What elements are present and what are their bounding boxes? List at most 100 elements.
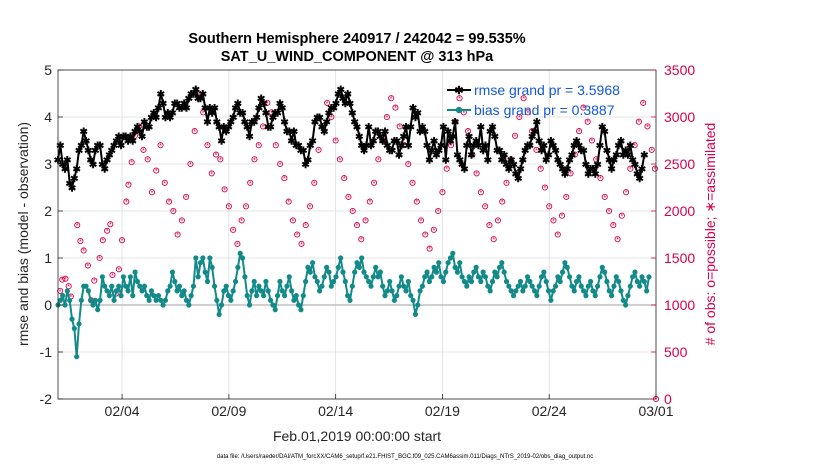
bias-point bbox=[169, 269, 176, 275]
obs-assimilated-point: * bbox=[193, 129, 196, 136]
rmse-point: ✱ bbox=[313, 113, 322, 124]
obs-possible-point bbox=[550, 217, 557, 224]
rmse-point: ✱ bbox=[259, 99, 268, 110]
bias-point bbox=[57, 297, 63, 303]
rmse-point: ✱ bbox=[89, 160, 98, 171]
obs-possible-point bbox=[623, 189, 630, 196]
obs-assimilated-point: * bbox=[424, 233, 427, 240]
obs-assimilated-point: * bbox=[236, 242, 239, 249]
plot-frame bbox=[57, 69, 657, 400]
rmse-point: ✱ bbox=[498, 155, 507, 166]
rmse-point: ✱ bbox=[535, 137, 544, 148]
obs-assimilated-point: * bbox=[655, 397, 658, 404]
rmse-point: ✱ bbox=[308, 137, 317, 148]
bias-point bbox=[480, 269, 486, 275]
obs-assimilated-point: * bbox=[578, 129, 581, 136]
obs-assimilated-point: * bbox=[535, 148, 538, 155]
rmse-point: ✱ bbox=[568, 151, 577, 162]
rmse-point: ✱ bbox=[547, 137, 556, 148]
chart-title: Southern Hemisphere 240917 / 242042 = 99… bbox=[188, 31, 525, 47]
rmse-point: ✱ bbox=[341, 99, 350, 110]
bias-point bbox=[475, 274, 482, 280]
rmse-point: ✱ bbox=[325, 108, 334, 119]
obs-possible-point bbox=[651, 165, 658, 172]
rmse-point: ✱ bbox=[381, 127, 390, 138]
bias-point bbox=[361, 269, 367, 275]
rmse-point: ✱ bbox=[554, 155, 563, 166]
bias-point bbox=[606, 288, 612, 294]
obs-possible-point bbox=[366, 198, 373, 205]
bias-point bbox=[120, 274, 127, 280]
rmse-point: ✱ bbox=[467, 151, 476, 162]
bias-point bbox=[452, 264, 458, 270]
rmse-point: ✱ bbox=[551, 146, 560, 157]
bias-point bbox=[573, 278, 580, 285]
rmse-point: ✱ bbox=[542, 155, 551, 166]
rmse-point: ✱ bbox=[470, 141, 479, 152]
rmse-point: ✱ bbox=[157, 90, 166, 101]
bias-point bbox=[499, 260, 505, 266]
obs-assimilated-point: * bbox=[67, 284, 70, 291]
rmse-point: ✱ bbox=[603, 146, 612, 157]
bias-point bbox=[611, 283, 617, 289]
obs-possible-point bbox=[558, 212, 566, 219]
bias-point bbox=[134, 278, 141, 285]
rmse-point: ✱ bbox=[607, 165, 616, 176]
bias-point bbox=[69, 316, 75, 322]
rmse-point: ✱ bbox=[458, 160, 467, 171]
bias-point bbox=[644, 288, 650, 294]
bias-point bbox=[90, 302, 96, 308]
bias-point bbox=[253, 293, 260, 299]
obs-possible-point bbox=[264, 99, 271, 106]
bias-point bbox=[109, 283, 115, 289]
bias-point bbox=[155, 293, 162, 299]
bias-point bbox=[67, 297, 73, 303]
rmse-point: ✱ bbox=[619, 151, 628, 162]
bias-point bbox=[380, 283, 386, 289]
obs-possible-point bbox=[541, 184, 548, 191]
bias-point bbox=[195, 274, 201, 280]
rmse-point: ✱ bbox=[444, 127, 453, 138]
bias-point bbox=[382, 293, 388, 299]
rmse-point: ✱ bbox=[488, 122, 497, 133]
obs-possible-point bbox=[91, 277, 98, 284]
bias-point bbox=[536, 283, 542, 289]
rmse-point: ✱ bbox=[65, 179, 74, 190]
rmse-point: ✱ bbox=[306, 141, 315, 152]
x-tick-label: 03/01 bbox=[638, 403, 673, 419]
rmse-point: ✱ bbox=[255, 104, 264, 115]
rmse-point: ✱ bbox=[376, 132, 385, 143]
bias-point bbox=[258, 288, 264, 294]
bias-point bbox=[305, 264, 311, 270]
bias-point bbox=[111, 297, 117, 303]
rmse-point: ✱ bbox=[229, 113, 238, 124]
bias-point bbox=[307, 269, 313, 275]
obs-assimilated-point: * bbox=[198, 92, 201, 99]
bias-point bbox=[595, 283, 601, 289]
rmse-point: ✱ bbox=[638, 165, 647, 176]
obs-assimilated-point: * bbox=[287, 200, 290, 207]
bias-point bbox=[162, 297, 169, 303]
rmse-point: ✱ bbox=[579, 146, 588, 157]
rmse-point: ✱ bbox=[334, 90, 343, 101]
obs-possible-point bbox=[490, 236, 497, 243]
rmse-point: ✱ bbox=[154, 104, 163, 115]
obs-possible-point bbox=[302, 222, 309, 229]
obs-possible-point bbox=[486, 222, 493, 229]
bias-point bbox=[130, 293, 136, 299]
bias-point bbox=[193, 255, 199, 261]
obs-possible-point bbox=[465, 128, 472, 135]
obs-possible-point bbox=[144, 156, 151, 163]
y-right-tick-label: 500 bbox=[664, 344, 688, 360]
rmse-point: ✱ bbox=[584, 169, 593, 180]
obs-assimilated-point: * bbox=[163, 181, 166, 188]
bias-point bbox=[410, 297, 416, 303]
obs-assimilated-point: * bbox=[450, 143, 453, 150]
bias-point bbox=[419, 283, 426, 289]
obs-assimilated-point: * bbox=[292, 218, 295, 225]
obs-assimilated-point: * bbox=[471, 153, 474, 160]
legend: ✱ rmse grand pr = 3.5968 bias grand pr =… bbox=[447, 82, 620, 118]
rmse-point: ✱ bbox=[117, 141, 126, 152]
obs-possible-point bbox=[259, 123, 267, 130]
obs-assimilated-point: * bbox=[599, 176, 602, 183]
